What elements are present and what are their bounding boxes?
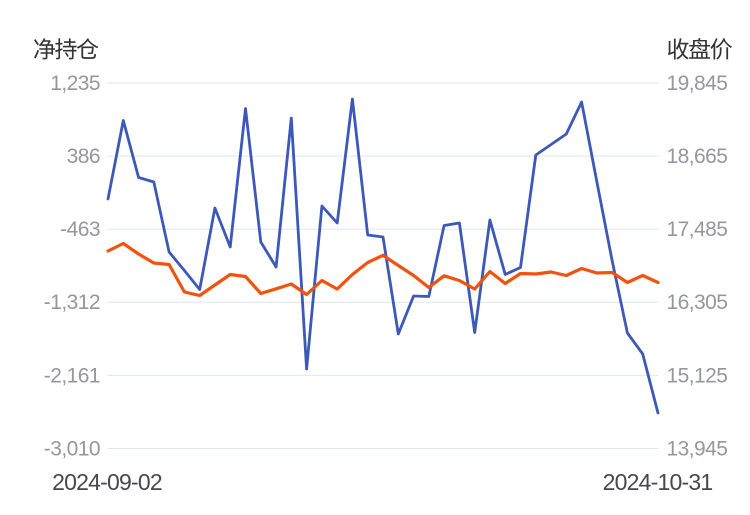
svg-text:386: 386 — [67, 145, 100, 168]
svg-text:19,845: 19,845 — [667, 72, 728, 95]
svg-text:17,485: 17,485 — [667, 218, 728, 241]
svg-text:18,665: 18,665 — [667, 145, 728, 168]
svg-text:15,125: 15,125 — [667, 364, 728, 387]
svg-text:16,305: 16,305 — [667, 291, 728, 314]
svg-text:-1,312: -1,312 — [44, 291, 100, 314]
svg-text:-2,161: -2,161 — [44, 364, 100, 387]
svg-text:2024-10-31: 2024-10-31 — [603, 469, 713, 495]
svg-text:-3,010: -3,010 — [44, 437, 100, 460]
svg-text:1,235: 1,235 — [50, 72, 100, 95]
svg-text:13,945: 13,945 — [667, 437, 728, 460]
svg-text:-463: -463 — [60, 218, 100, 241]
svg-text:2024-09-02: 2024-09-02 — [52, 469, 162, 495]
